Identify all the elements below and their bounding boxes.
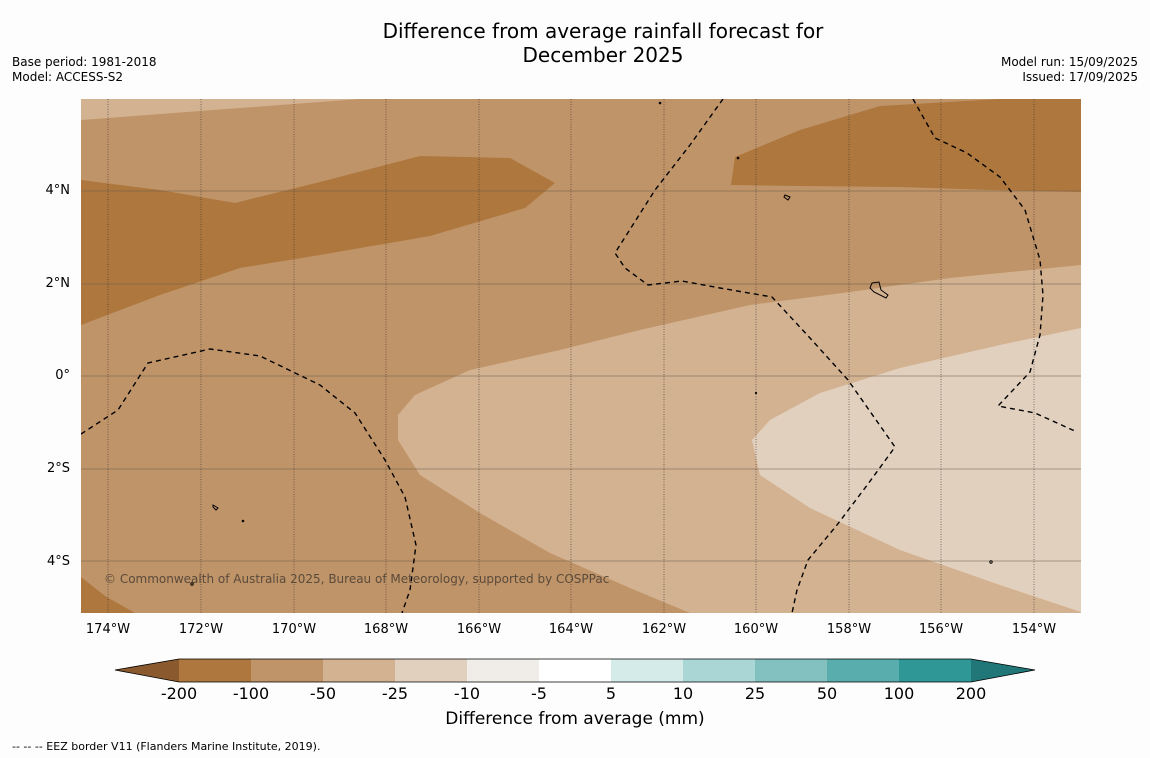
island-north <box>783 194 791 201</box>
islet-se <box>989 560 993 564</box>
lon-label-170w: 170°W <box>271 622 317 637</box>
graticule <box>81 190 1081 562</box>
islet-top <box>658 101 662 105</box>
island-west <box>212 504 219 511</box>
issued-date: Issued: 17/09/2025 <box>1022 70 1138 84</box>
lon-label-174w: 174°W <box>85 622 131 637</box>
model-run: Model run: 15/09/2025 <box>1000 55 1138 69</box>
lon-label-160w: 160°W <box>733 622 779 637</box>
eez-border-east <box>912 99 1078 433</box>
colorbar-bin-minus5-5 <box>539 659 611 682</box>
colorbar-tick-minus200: -200 <box>160 684 198 703</box>
colorbar-tick-25: 25 <box>744 684 766 703</box>
lon-label-158w: 158°W <box>826 622 872 637</box>
lon-label-162w: 162°W <box>641 622 687 637</box>
colorbar-bin-10-25 <box>683 659 755 682</box>
band-minus200-minus100-sw <box>81 577 135 613</box>
islet-mid <box>736 156 740 160</box>
lon-label-154w: 154°W <box>1011 622 1057 637</box>
colorbar-extend-high <box>971 659 1035 682</box>
lat-label-0: 0° <box>55 368 70 383</box>
colorbar-bin-minus200-minus100 <box>179 659 251 682</box>
lon-label-164w: 164°W <box>548 622 594 637</box>
island-atoll-east <box>869 281 889 299</box>
islet-sw <box>190 582 194 586</box>
colorbar-extend-low <box>115 659 179 682</box>
lat-label-2s: 2°S <box>46 461 70 476</box>
colorbar-bin-50-100 <box>827 659 899 682</box>
band-minus25-minus10 <box>752 328 1081 612</box>
model-name: Model: ACCESS-S2 <box>12 70 124 84</box>
islands <box>190 101 993 586</box>
colorbar-title: Difference from average (mm) <box>445 709 705 729</box>
lon-label-156w: 156°W <box>918 622 964 637</box>
eez-border-central <box>614 99 896 613</box>
colorbar-bin-minus50-minus25 <box>323 659 395 682</box>
map-title: Difference from average rainfall forecas… <box>0 19 1150 67</box>
colorbar-tick-50: 50 <box>816 684 838 703</box>
colorbar-tick-minus100: -100 <box>232 684 270 703</box>
colorbar-tick-5: 5 <box>605 684 617 703</box>
colorbar-bin-25-50 <box>755 659 827 682</box>
lat-label-4s: 4°S <box>46 554 70 569</box>
band-minus200-minus100-east <box>731 99 1081 192</box>
colorbar-bin-minus25-minus10 <box>395 659 467 682</box>
colorbar-bin-minus100-minus50 <box>251 659 323 682</box>
eez-borders <box>81 99 1078 613</box>
colorbar-tick-200: 200 <box>955 684 987 703</box>
eez-legend-note: -- -- -- EEZ border V11 (Flanders Marine… <box>12 740 321 753</box>
lon-label-166w: 166°W <box>456 622 502 637</box>
meta-right: Model run: 15/09/2025 Issued: 17/09/2025 <box>1001 55 1138 85</box>
map-fill-layer <box>81 99 1081 613</box>
band-minus200-minus100-west <box>81 156 555 325</box>
lon-label-172w: 172°W <box>178 622 224 637</box>
lat-label-4n: 4°N <box>45 183 71 198</box>
copyright-notice: © Commonwealth of Australia 2025, Bureau… <box>104 572 610 586</box>
colorbar-tick-minus50: -50 <box>309 684 337 703</box>
colorbar-bin-5-10 <box>611 659 683 682</box>
islet-west <box>241 519 245 523</box>
title-line-1: Difference from average rainfall forecas… <box>382 19 824 43</box>
eez-border-west <box>81 348 417 613</box>
colorbar-tick-10: 10 <box>672 684 694 703</box>
colorbar-tick-100: 100 <box>883 684 915 703</box>
lon-label-168w: 168°W <box>363 622 409 637</box>
title-line-2: December 2025 <box>522 43 684 67</box>
meta-left: Base period: 1981-2018 Model: ACCESS-S2 <box>12 55 157 85</box>
colorbar-tick-minus10: -10 <box>453 684 481 703</box>
islet-center <box>754 391 758 395</box>
graticule-lon <box>107 99 1035 613</box>
lat-label-2n: 2°N <box>45 276 71 291</box>
colorbar-outline <box>114 658 1036 683</box>
colorbar-bin-100-200 <box>899 659 971 682</box>
band-minus50-top-left <box>81 99 360 120</box>
colorbar-bin-minus10-minus5 <box>467 659 539 682</box>
colorbar-tick-minus5: -5 <box>531 684 547 703</box>
base-period: Base period: 1981-2018 <box>12 55 157 69</box>
colorbar-tick-minus25: -25 <box>381 684 409 703</box>
